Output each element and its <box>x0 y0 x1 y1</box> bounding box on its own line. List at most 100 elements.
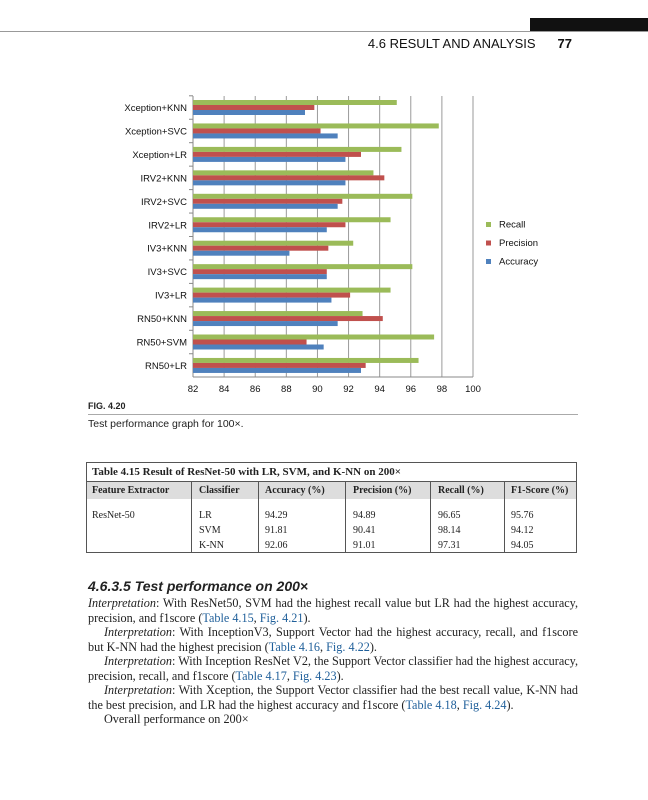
figure-link[interactable]: Fig. 4.21 <box>259 610 304 625</box>
column-header: Recall (%) <box>438 485 484 496</box>
bar-recall <box>193 357 419 363</box>
bar-precision <box>193 175 385 181</box>
bar-recall <box>193 100 397 105</box>
interpretation-label: Interpretation <box>104 654 172 668</box>
x-tick-label: 90 <box>312 384 323 395</box>
separator: , <box>456 697 463 712</box>
table-cell: 91.81 <box>265 525 288 536</box>
header-rule <box>0 31 648 32</box>
table-link[interactable]: Table 4.17 <box>235 668 287 683</box>
interpretation-label: Interpretation <box>104 683 172 697</box>
bar-accuracy <box>193 203 338 209</box>
bar-recall <box>193 334 435 340</box>
bar-chart: 82 84 86 88 90 92 94 96 98 100 Xception+KNN Xceptio… <box>124 95 538 395</box>
paragraph-text: : With Inception ResNet V2, the Support … <box>88 654 578 683</box>
bar-recall <box>193 217 391 223</box>
category-label: Xception+KNN <box>124 103 187 114</box>
paragraph-end: ). <box>506 697 514 712</box>
paragraph-end: ). <box>369 639 377 654</box>
bar-accuracy <box>193 227 327 233</box>
table-cell: 94.29 <box>265 510 288 521</box>
category-label: IRV2+KNN <box>140 173 187 184</box>
column-header: Feature Extractor <box>92 485 170 496</box>
paragraph: Interpretation: With InceptionV3, Suppor… <box>88 625 578 654</box>
category-label: Xception+LR <box>132 150 187 161</box>
table-cell: 90.41 <box>353 525 376 536</box>
figure-rule <box>88 414 578 415</box>
interpretation-label: Interpretation <box>88 596 156 610</box>
paragraph: Interpretation: With ResNet50, SVM had t… <box>88 596 578 625</box>
legend-swatch-accuracy <box>486 259 491 264</box>
bar-precision <box>193 151 361 157</box>
bar-precision <box>193 269 327 275</box>
bar-accuracy <box>193 110 305 115</box>
x-tick-label: 98 <box>437 384 448 395</box>
category-label: IV3+LR <box>155 291 187 302</box>
x-tick-label: 84 <box>219 384 230 395</box>
column-header: Accuracy (%) <box>265 485 325 496</box>
table-link[interactable]: Table 4.18 <box>405 697 457 712</box>
last-line: Overall performance on 200× <box>104 712 249 726</box>
column-header: F1-Score (%) <box>511 485 569 496</box>
table-cell: ResNet-50 <box>92 510 135 521</box>
column-divider <box>504 482 505 552</box>
table-cell: 94.89 <box>353 510 376 521</box>
paragraph: Interpretation: With Xception, the Suppo… <box>88 683 578 712</box>
legend-swatch-recall <box>486 222 491 227</box>
bar-accuracy <box>193 250 290 256</box>
x-tick-label: 86 <box>250 384 261 395</box>
figure-label: FIG. 4.20 <box>88 401 126 411</box>
x-tick-label: 82 <box>188 384 199 395</box>
bar-recall <box>193 193 413 199</box>
page-number: 77 <box>557 36 572 51</box>
interpretation-label: Interpretation <box>104 625 172 639</box>
header-bar <box>530 18 648 31</box>
bar-accuracy <box>193 321 338 327</box>
header-section: 4.6 RESULT AND ANALYSIS <box>367 36 536 51</box>
x-tick-label: 92 <box>343 384 354 395</box>
table-link[interactable]: Table 4.15 <box>202 610 254 625</box>
bar-recall <box>193 264 413 270</box>
category-label: Xception+SVC <box>125 126 187 137</box>
results-table: Table 4.15 Result of ResNet-50 with LR, … <box>86 462 577 553</box>
bar-recall <box>193 287 391 293</box>
section-heading: 4.6.3.5 Test performance on 200× <box>88 578 309 594</box>
table-cell: LR <box>199 510 212 521</box>
table-cell: 91.01 <box>353 540 376 551</box>
x-tick-label: 88 <box>281 384 292 395</box>
table-link[interactable]: Table 4.16 <box>268 639 321 654</box>
table-cell: 92.06 <box>265 540 288 551</box>
figure-link[interactable]: Fig. 4.24 <box>462 697 507 712</box>
legend-label: Accuracy <box>499 257 538 268</box>
column-divider <box>345 482 346 552</box>
category-label: IV3+SVC <box>148 267 187 278</box>
bar-accuracy <box>193 367 361 373</box>
bar-recall <box>193 240 354 246</box>
paragraph-text: : With ResNet50, SVM had the highest rec… <box>88 596 578 625</box>
column-divider <box>191 482 192 552</box>
bar-recall <box>193 146 402 152</box>
table-cell: 97.31 <box>438 540 461 551</box>
bar-accuracy <box>193 180 346 186</box>
bar-precision <box>193 128 321 134</box>
paragraph-text: : With InceptionV3, Support Vector had t… <box>88 625 578 654</box>
paragraph-text: : With Xception, the Support Vector clas… <box>88 683 578 712</box>
table-title: Table 4.15 Result of ResNet-50 with LR, … <box>87 463 576 482</box>
paragraph-end: ). <box>336 668 344 683</box>
figure-link[interactable]: Fig. 4.23 <box>292 668 337 683</box>
paragraph-end: ). <box>303 610 311 625</box>
legend-label: Recall <box>499 220 525 231</box>
bar-precision <box>193 292 351 298</box>
running-header: 4.6 RESULT AND ANALYSIS 77 <box>330 36 572 51</box>
table-cell: K-NN <box>199 540 224 551</box>
separator: , <box>253 610 260 625</box>
bar-accuracy <box>193 156 346 162</box>
category-label: RN50+SVM <box>137 338 188 349</box>
table-cell: 94.05 <box>511 540 534 551</box>
column-header: Classifier <box>199 485 240 496</box>
figure-link[interactable]: Fig. 4.22 <box>326 639 370 654</box>
bar-recall <box>193 123 439 129</box>
bar-recall <box>193 170 374 176</box>
category-label: IRV2+SVC <box>141 197 187 208</box>
